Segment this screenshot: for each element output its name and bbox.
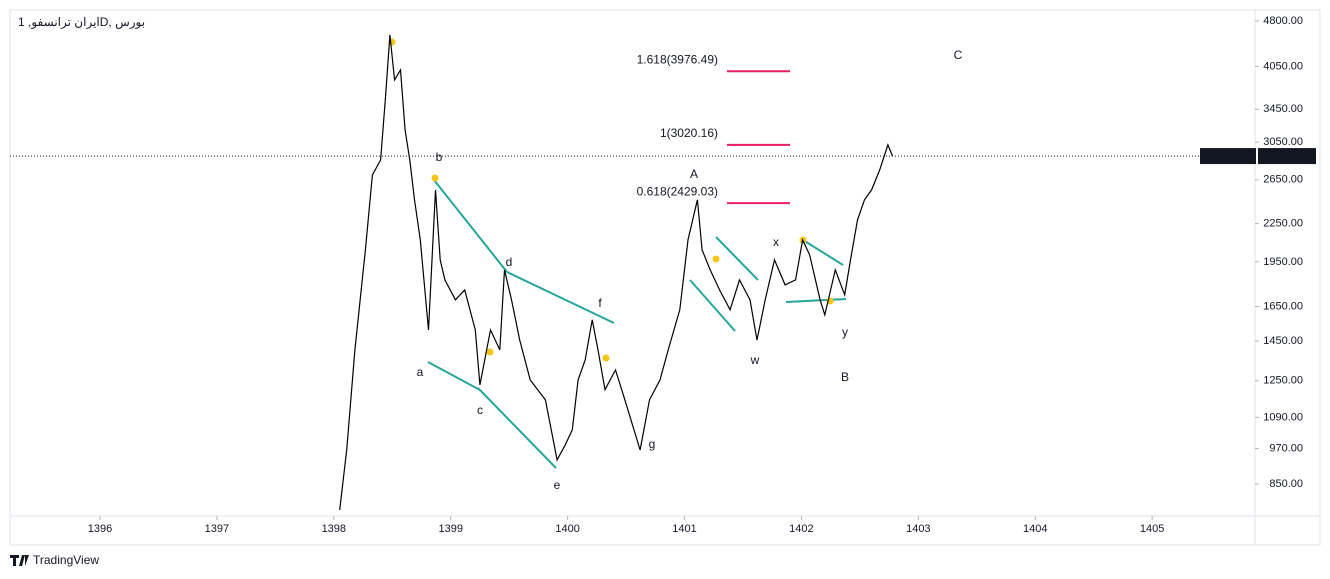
- x-tick-label: 1396: [88, 523, 112, 535]
- frame: [9, 9, 1321, 546]
- y-tick-label: 970.00: [1269, 443, 1303, 455]
- wave-label: A: [690, 167, 698, 181]
- x-tick-label: 1399: [438, 523, 462, 535]
- symbol-box: [1200, 148, 1256, 165]
- x-tick-label: 1401: [672, 523, 696, 535]
- fib-label: 1.618(3976.49): [637, 52, 718, 66]
- wave-label: b: [436, 150, 443, 164]
- trend-line: [427, 361, 481, 391]
- price-line: [339, 34, 894, 511]
- wave-label: w: [750, 353, 760, 367]
- wave-label: y: [842, 325, 848, 339]
- brand: TradingView: [33, 553, 99, 567]
- logo: TradingView: [10, 553, 99, 567]
- pivot-dot: [486, 348, 494, 356]
- chart-title: ایران ترانسفو, 1D, بورس: [18, 15, 145, 29]
- y-tick-label: 1650.00: [1263, 300, 1303, 312]
- x-tick-label: 1405: [1140, 523, 1164, 535]
- y-tick-label: 1950.00: [1263, 256, 1303, 268]
- y-tick-label: 2650.00: [1263, 174, 1303, 186]
- trend-line: [715, 236, 759, 281]
- y-tick-label: 1450.00: [1263, 335, 1303, 347]
- trend-line: [477, 387, 557, 469]
- wave-label: C: [954, 48, 963, 62]
- fib-label: 0.618(2429.03): [637, 184, 718, 198]
- pivot-dot: [712, 255, 720, 263]
- fib-label: 1(3020.16): [660, 126, 718, 140]
- wave-label: e: [554, 478, 561, 492]
- x-tick-label: 1404: [1023, 523, 1047, 535]
- x-tick-label: 1403: [906, 523, 930, 535]
- trend-line: [506, 271, 615, 324]
- y-tick-label: 1250.00: [1263, 375, 1303, 387]
- price-label: 2896.00: [1269, 148, 1313, 162]
- y-tick-label: 850.00: [1269, 478, 1303, 490]
- price-box: [1258, 148, 1316, 165]
- wave-label: f: [598, 296, 602, 310]
- wave-label: B: [841, 370, 849, 384]
- trend-line: [433, 179, 508, 273]
- y-tick-label: 4800.00: [1263, 15, 1303, 27]
- x-tick-label: 1402: [789, 523, 813, 535]
- trend-line: [689, 279, 736, 332]
- x-tick-label: 1400: [555, 523, 579, 535]
- pivot-dots: [388, 38, 834, 362]
- y-tick-label: 4050.00: [1263, 60, 1303, 72]
- trend-line: [785, 298, 847, 303]
- wave-label: x: [773, 235, 779, 249]
- trend-line: [802, 239, 844, 266]
- pivot-dot: [431, 174, 439, 182]
- wave-label: g: [649, 437, 656, 451]
- x-tick-label: 1397: [205, 523, 229, 535]
- logo-mark: [10, 555, 29, 566]
- y-tick-label: 1090.00: [1263, 411, 1303, 423]
- pivot-dot: [602, 354, 610, 362]
- x-tick-label: 1398: [322, 523, 346, 535]
- y-tick-label: 2250.00: [1263, 217, 1303, 229]
- wave-label: a: [417, 365, 424, 379]
- trend-lines: [427, 179, 847, 469]
- wave-label: d: [506, 255, 513, 269]
- symbol-label: بترانس1: [1207, 148, 1249, 162]
- y-tick-label: 3050.00: [1263, 136, 1303, 148]
- y-tick-label: 3450.00: [1263, 103, 1303, 115]
- wave-label: c: [477, 403, 483, 417]
